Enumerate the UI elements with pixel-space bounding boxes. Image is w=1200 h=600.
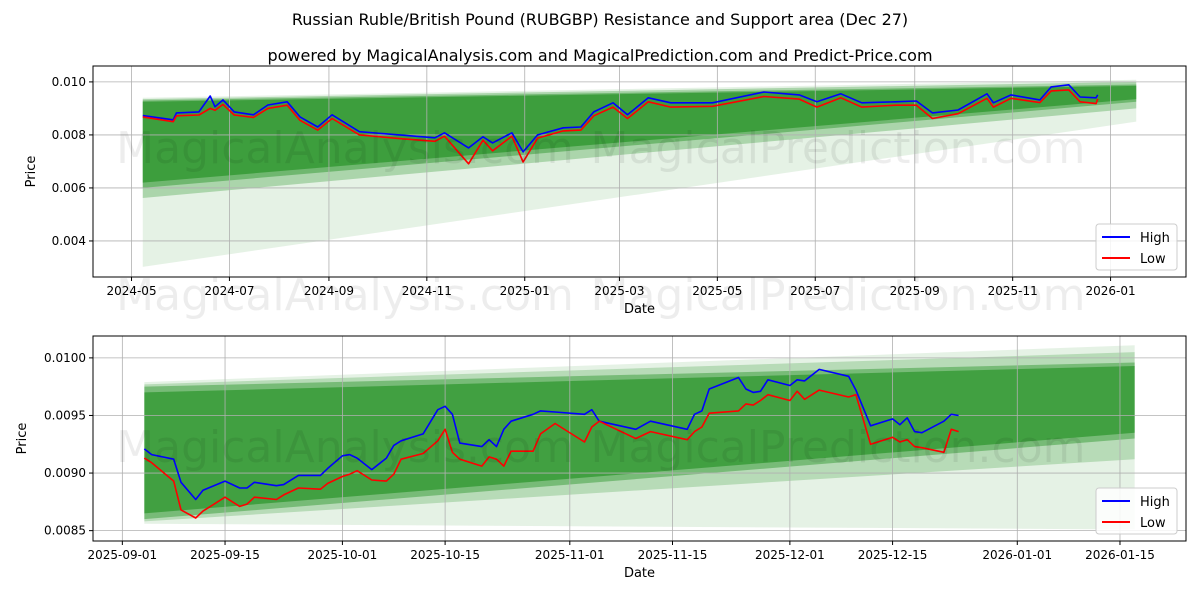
x-tick-label: 2025-05 [692,284,742,298]
x-tick-label: 2025-11-01 [535,548,605,562]
legend-high-label: High [1140,231,1170,246]
x-tick-label: 2025-09-01 [87,548,157,562]
watermark-magicalprediction: MagicalPrediction.com [591,270,1086,321]
x-tick-label: 2026-01-01 [982,548,1052,562]
x-tick-label: 2025-03 [594,284,644,298]
watermark-magicalprediction: MagicalPrediction.com [591,123,1086,174]
x-tick-label: 2025-09 [890,284,940,298]
x-tick-label: 2025-01 [500,284,550,298]
plot-area [93,336,1186,541]
legend-low-label: Low [1140,516,1166,531]
support-resistance-band-4 [142,85,1137,183]
plot-area [93,66,1186,277]
x-tick-label: 2024-07 [204,284,254,298]
y-tick-label: 0.008 [52,128,86,142]
chart-title: Russian Ruble/British Pound (RUBGBP) Res… [291,10,909,29]
plot-frame [92,335,1187,542]
x-tick-label: 2025-12-01 [755,548,825,562]
series-high-line [143,368,959,501]
watermark-magicalprediction: MagicalPrediction.com [591,422,1086,473]
y-axis-label: Price [15,423,30,455]
x-tick-label: 2024-09 [304,284,354,298]
legend-low-label: Low [1140,252,1166,267]
x-tick-label: 2025-10-01 [308,548,378,562]
watermark-magicalanalysis: MagicalAnalysis.com [116,123,574,174]
x-tick-label: 2024-05 [106,284,156,298]
legend-high-label: High [1140,495,1170,510]
support-resistance-band-3 [142,84,1137,188]
y-axis-label: Price [24,156,39,188]
support-resistance-band-1 [142,79,1137,267]
plot-frame [92,65,1187,278]
x-axis-label: Date [624,302,655,317]
y-tick-label: 0.0085 [44,524,86,538]
support-resistance-band-3 [144,362,1135,520]
legend: High Low [1095,487,1178,535]
x-tick-label: 2025-07 [790,284,840,298]
x-tick-label: 2025-09-15 [190,548,260,562]
x-tick-label: 2025-10-15 [410,548,480,562]
watermark-magicalanalysis: MagicalAnalysis.com [116,270,574,321]
chart-subtitle: powered by MagicalAnalysis.com and Magic… [267,46,933,65]
x-tick-label: 2026-01-15 [1085,548,1155,562]
x-tick-label: 2026-01 [1085,284,1135,298]
y-tick-label: 0.0100 [44,351,86,365]
y-tick-label: 0.004 [52,234,86,248]
y-tick-label: 0.0090 [44,466,86,480]
chart-1: 2024-05 2024-07 2024-09 2024-11 2025-01 2025-… [24,65,1187,317]
x-axis-label: Date [624,566,655,581]
x-tick-label: 2025-11-15 [638,548,708,562]
chart-2: 2025-09-01 2025-09-15 2025-10-01 2025-10-15… [15,335,1187,581]
series-low-line [142,89,1099,165]
y-tick-label: 0.0095 [44,408,86,422]
y-tick-label: 0.010 [52,75,86,89]
legend: High Low [1095,223,1178,271]
x-tick-label: 2025-12-15 [858,548,928,562]
series-high-line [142,84,1099,153]
y-tick-label: 0.006 [52,181,86,195]
support-resistance-band-2 [142,81,1137,199]
x-tick-label: 2024-11 [402,284,452,298]
series-low-line [143,389,959,519]
watermark-magicalanalysis: MagicalAnalysis.com [116,422,574,473]
x-tick-label: 2025-11 [988,284,1038,298]
